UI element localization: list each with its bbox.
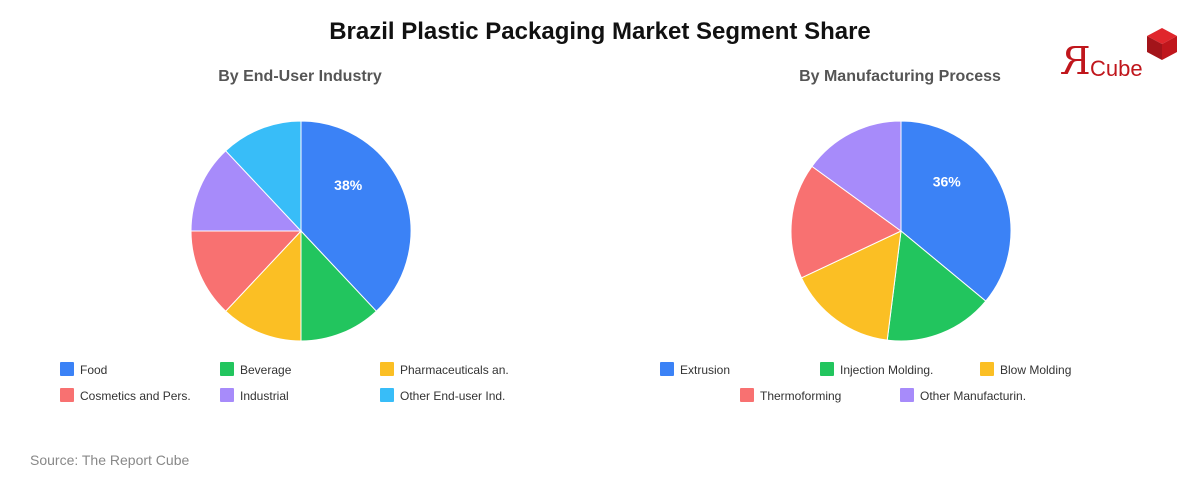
legend-item-beverage: Beverage <box>220 362 291 378</box>
legend-swatch <box>660 362 674 376</box>
legend-label: Thermoforming <box>760 389 842 403</box>
legend-label: Other Manufacturin. <box>920 389 1027 403</box>
legend-swatch <box>220 388 234 402</box>
legend-label: Cosmetics and Pers. <box>80 389 191 403</box>
pie-slice-cosmetics-and-pers <box>190 230 303 312</box>
pie-slice-thermoforming <box>790 165 902 279</box>
pie-slice-other-manufacturin <box>811 120 902 232</box>
logo-text: Cube <box>1090 56 1143 81</box>
cube-icon <box>1147 28 1177 60</box>
pie-slice-other-end-user-ind <box>224 120 302 233</box>
pie-slice-blow-molding <box>800 230 902 341</box>
legend-swatch <box>740 388 754 402</box>
legend-item-food: Food <box>60 362 107 378</box>
source-note: Source: The Report Cube <box>30 452 190 468</box>
report-cube-logo: R Cube <box>1062 26 1182 83</box>
legend-item-pharmaceuticals-an: Pharmaceuticals an. <box>380 362 509 378</box>
legend-swatch <box>820 362 834 376</box>
legend-swatch <box>900 388 914 402</box>
legend-swatch <box>980 362 994 376</box>
legend-label: Injection Molding. <box>840 363 934 377</box>
chart-title: Brazil Plastic Packaging Market Segment … <box>329 18 871 45</box>
legend-label: Industrial <box>240 389 289 403</box>
legend-label: Pharmaceuticals an. <box>400 363 509 377</box>
pie-slice-extrusion <box>900 120 1012 302</box>
legend-swatch <box>220 362 234 376</box>
legend-item-other-manufacturin: Other Manufacturin. <box>900 388 1026 404</box>
manufacturing-pie-chart: 36% <box>790 120 1012 342</box>
legend-label: Other End-user Ind. <box>400 389 506 403</box>
legend-swatch <box>380 362 394 376</box>
end-user-pie-chart: 38% <box>190 120 412 342</box>
data-label-food: 38% <box>334 177 363 193</box>
legend-item-blow-molding: Blow Molding <box>980 362 1071 378</box>
legend-label: Extrusion <box>680 363 731 377</box>
pie-slice-industrial <box>190 150 303 232</box>
pie-slice-beverage <box>300 229 378 342</box>
legend-swatch <box>60 362 74 376</box>
pie-slice-pharmaceuticals-an <box>224 229 302 342</box>
legend-label: Beverage <box>240 363 292 377</box>
data-label-extrusion: 36% <box>933 174 962 190</box>
legend-item-injection-molding: Injection Molding. <box>820 362 933 378</box>
legend-item-extrusion: Extrusion <box>660 362 730 378</box>
right-chart-subtitle: By Manufacturing Process <box>799 68 1001 85</box>
left-chart-subtitle: By End-User Industry <box>218 68 382 85</box>
legend-swatch <box>60 388 74 402</box>
legend-item-cosmetics-and-pers: Cosmetics and Pers. <box>60 388 191 404</box>
legend-item-other-end-user-ind: Other End-user Ind. <box>380 388 505 404</box>
legend-swatch <box>380 388 394 402</box>
legend-item-thermoforming: Thermoforming <box>740 388 841 404</box>
legend-label: Blow Molding <box>1000 363 1072 377</box>
pie-slice-injection-molding <box>886 230 987 342</box>
legend-item-industrial: Industrial <box>220 388 289 404</box>
legend-label: Food <box>80 363 108 377</box>
pie-slice-food <box>300 120 412 312</box>
